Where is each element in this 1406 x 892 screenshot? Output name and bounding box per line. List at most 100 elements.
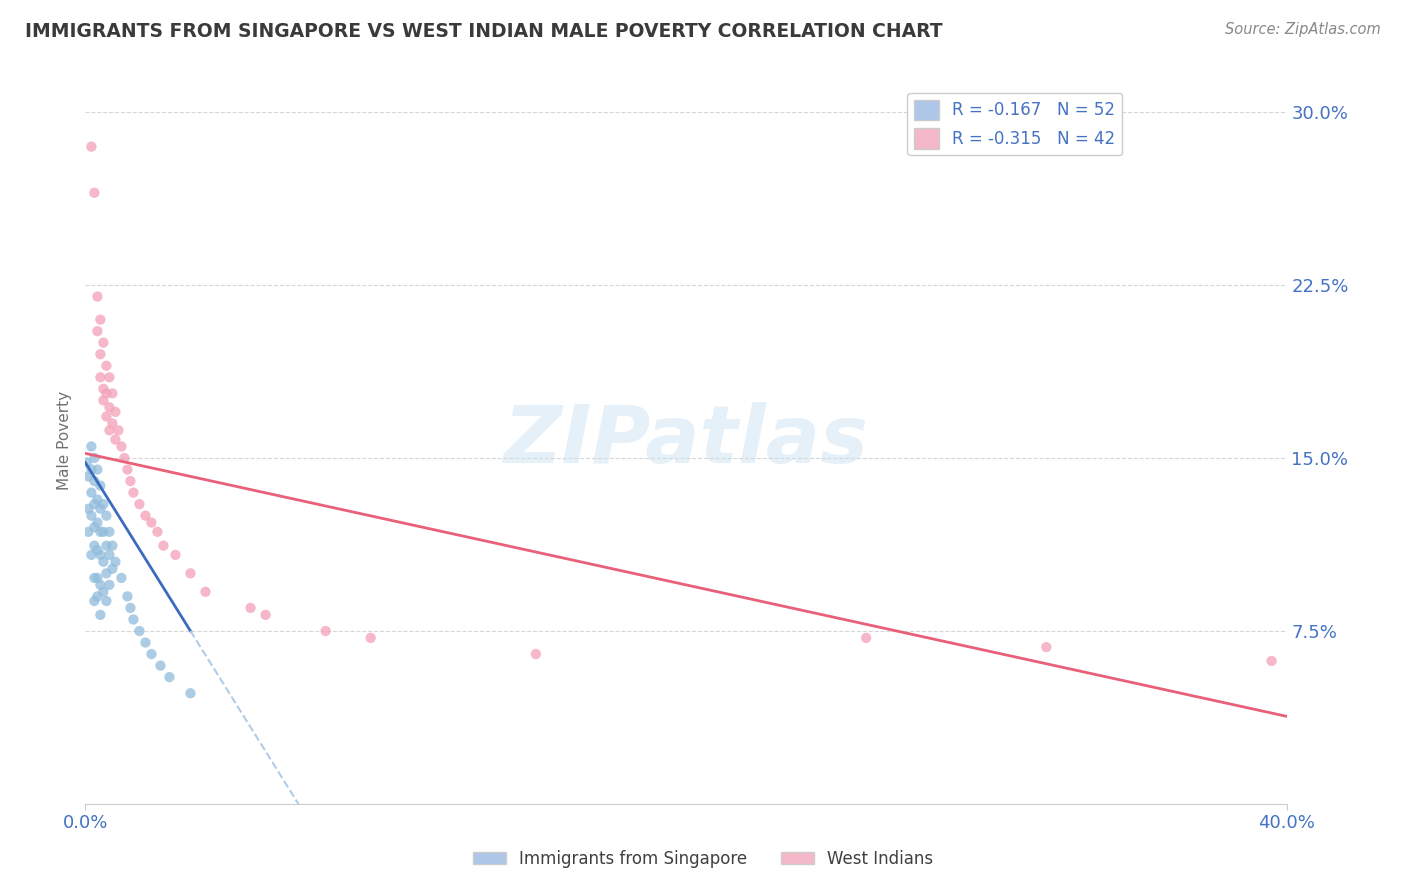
Point <box>86 324 108 338</box>
Point <box>107 423 129 437</box>
Point <box>93 584 115 599</box>
Point <box>152 539 174 553</box>
Legend: Immigrants from Singapore, West Indians: Immigrants from Singapore, West Indians <box>465 844 941 875</box>
Point <box>80 139 103 153</box>
Point <box>101 417 124 431</box>
Point <box>93 335 115 350</box>
Text: IMMIGRANTS FROM SINGAPORE VS WEST INDIAN MALE POVERTY CORRELATION CHART: IMMIGRANTS FROM SINGAPORE VS WEST INDIAN… <box>25 22 943 41</box>
Point <box>110 440 132 454</box>
Point <box>86 462 108 476</box>
Point <box>83 571 105 585</box>
Point <box>254 607 277 622</box>
Point <box>86 571 108 585</box>
Point <box>86 590 108 604</box>
Point <box>101 562 124 576</box>
Point <box>112 450 135 465</box>
Point <box>96 386 118 401</box>
Point <box>76 456 98 470</box>
Point <box>83 474 105 488</box>
Point <box>80 548 103 562</box>
Point <box>360 631 382 645</box>
Point <box>93 524 115 539</box>
Point <box>149 658 172 673</box>
Point <box>96 508 118 523</box>
Point <box>80 440 103 454</box>
Point <box>86 516 108 530</box>
Point <box>98 401 121 415</box>
Point <box>80 508 103 523</box>
Point <box>104 433 127 447</box>
Point <box>83 186 105 200</box>
Point <box>134 635 156 649</box>
Point <box>83 497 105 511</box>
Point <box>77 501 100 516</box>
Point <box>239 601 262 615</box>
Point <box>83 594 105 608</box>
Point <box>146 524 169 539</box>
Point <box>77 469 100 483</box>
Point <box>89 524 111 539</box>
Point <box>141 516 163 530</box>
Point <box>77 524 100 539</box>
Point <box>165 548 187 562</box>
Point <box>83 450 105 465</box>
Point <box>93 393 115 408</box>
Point <box>96 566 118 581</box>
Point <box>122 485 145 500</box>
Point <box>128 497 150 511</box>
Point <box>96 594 118 608</box>
Point <box>98 423 121 437</box>
Point <box>101 386 124 401</box>
Point <box>89 578 111 592</box>
Point <box>96 359 118 373</box>
Point <box>89 501 111 516</box>
Point <box>179 686 201 700</box>
Point <box>89 548 111 562</box>
Point <box>141 647 163 661</box>
Point <box>122 612 145 626</box>
Point <box>80 485 103 500</box>
Point <box>89 370 111 384</box>
Point <box>315 624 337 638</box>
Point <box>104 405 127 419</box>
Point <box>524 647 547 661</box>
Text: Source: ZipAtlas.com: Source: ZipAtlas.com <box>1225 22 1381 37</box>
Point <box>83 539 105 553</box>
Point <box>89 478 111 492</box>
Point <box>83 520 105 534</box>
Point <box>96 409 118 424</box>
Legend: R = -0.167   N = 52, R = -0.315   N = 42: R = -0.167 N = 52, R = -0.315 N = 42 <box>907 93 1122 155</box>
Point <box>159 670 181 684</box>
Point <box>101 539 124 553</box>
Point <box>98 578 121 592</box>
Point <box>86 289 108 303</box>
Point <box>1035 640 1057 654</box>
Point <box>93 382 115 396</box>
Point <box>855 631 877 645</box>
Point <box>110 571 132 585</box>
Y-axis label: Male Poverty: Male Poverty <box>58 392 72 491</box>
Point <box>89 312 111 326</box>
Point <box>128 624 150 638</box>
Point <box>80 462 103 476</box>
Point <box>86 492 108 507</box>
Point <box>117 590 139 604</box>
Point <box>117 462 139 476</box>
Point <box>104 555 127 569</box>
Point <box>120 601 142 615</box>
Point <box>98 370 121 384</box>
Point <box>98 548 121 562</box>
Point <box>89 347 111 361</box>
Point <box>1260 654 1282 668</box>
Point <box>86 543 108 558</box>
Point <box>96 539 118 553</box>
Point <box>93 555 115 569</box>
Point <box>134 508 156 523</box>
Point <box>89 607 111 622</box>
Point <box>179 566 201 581</box>
Text: ZIPatlas: ZIPatlas <box>503 401 869 480</box>
Point <box>98 524 121 539</box>
Point <box>120 474 142 488</box>
Point <box>93 497 115 511</box>
Point <box>194 584 217 599</box>
